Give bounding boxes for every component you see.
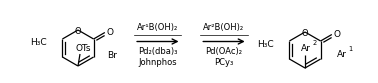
Text: H₃C: H₃C	[257, 40, 273, 48]
Text: PCy₃: PCy₃	[214, 58, 234, 67]
Text: Johnphos: Johnphos	[138, 58, 177, 67]
Text: 1: 1	[349, 46, 353, 52]
Text: Ar²B(OH)₂: Ar²B(OH)₂	[203, 23, 245, 32]
Text: O: O	[333, 30, 340, 39]
Text: Ar¹B(OH)₂: Ar¹B(OH)₂	[137, 23, 178, 32]
Text: OTs: OTs	[75, 43, 91, 53]
Text: 2: 2	[313, 40, 317, 46]
Text: Pd(OAc)₂: Pd(OAc)₂	[206, 47, 242, 56]
Text: O: O	[106, 28, 113, 37]
Text: O: O	[75, 26, 81, 36]
Text: H₃C: H₃C	[30, 38, 46, 46]
Text: Ar: Ar	[301, 43, 311, 53]
Text: Pd₂(dba)₃: Pd₂(dba)₃	[138, 47, 178, 56]
Text: O: O	[302, 28, 308, 38]
Text: Ar: Ar	[336, 49, 347, 59]
Text: Br: Br	[108, 50, 118, 60]
